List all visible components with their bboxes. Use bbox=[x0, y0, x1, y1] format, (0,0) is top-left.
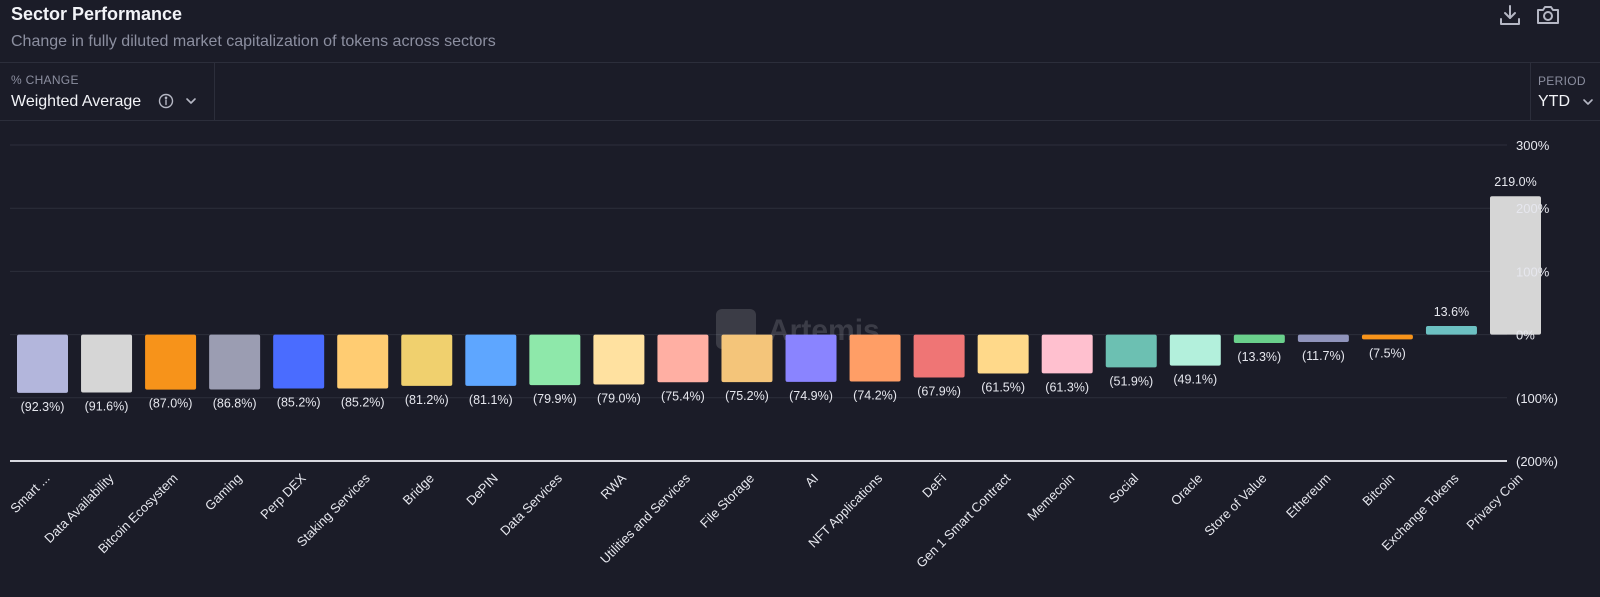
x-tick-label: Gaming bbox=[202, 471, 245, 514]
bar[interactable] bbox=[209, 334, 261, 390]
bar[interactable] bbox=[1361, 334, 1413, 340]
data-label: (85.2%) bbox=[277, 395, 321, 409]
download-icon[interactable] bbox=[1497, 2, 1523, 28]
x-tick-label: Perp DEX bbox=[257, 470, 309, 522]
y-tick-label: 100% bbox=[1516, 264, 1550, 279]
y-tick-label: (100%) bbox=[1516, 391, 1558, 406]
data-label: (61.5%) bbox=[981, 380, 1025, 394]
bar[interactable] bbox=[401, 334, 453, 386]
bar[interactable] bbox=[1041, 334, 1093, 374]
bar[interactable] bbox=[657, 334, 709, 383]
bar[interactable] bbox=[1297, 334, 1349, 342]
data-label: 219.0% bbox=[1494, 175, 1536, 189]
data-label: (11.7%) bbox=[1302, 349, 1345, 363]
data-label: (87.0%) bbox=[149, 397, 193, 411]
x-tick-label: Privacy Coin bbox=[1463, 471, 1525, 533]
x-tick-label: RWA bbox=[597, 470, 629, 502]
data-label: (86.8%) bbox=[213, 396, 257, 410]
x-tick-label: Bitcoin bbox=[1359, 471, 1397, 509]
bar[interactable] bbox=[81, 334, 133, 393]
bar[interactable] bbox=[17, 334, 68, 393]
bar[interactable] bbox=[465, 334, 517, 386]
camera-icon[interactable] bbox=[1535, 2, 1561, 28]
x-tick-label: Smart ... bbox=[7, 471, 52, 516]
x-tick-label: Oracle bbox=[1168, 471, 1206, 509]
bar[interactable] bbox=[785, 334, 837, 382]
data-label: (85.2%) bbox=[341, 395, 385, 409]
chart-header: Sector Performance Change in fully dilut… bbox=[0, 0, 1600, 63]
bar[interactable] bbox=[913, 334, 965, 378]
metric-label: % CHANGE bbox=[11, 73, 79, 87]
chevron-down-icon[interactable] bbox=[1581, 95, 1595, 114]
x-tick-label: Ethereum bbox=[1283, 471, 1333, 521]
bar[interactable] bbox=[977, 334, 1029, 374]
bar[interactable] bbox=[849, 334, 901, 382]
data-label: (81.1%) bbox=[469, 393, 513, 407]
page-title: Sector Performance bbox=[11, 4, 183, 24]
period-select[interactable]: PERIOD YTD bbox=[1530, 63, 1600, 120]
chevron-down-icon[interactable] bbox=[184, 94, 198, 113]
x-tick-label: DePIN bbox=[463, 471, 501, 509]
bar[interactable] bbox=[273, 334, 325, 389]
data-label: (51.9%) bbox=[1109, 374, 1153, 388]
data-label: (7.5%) bbox=[1369, 346, 1406, 360]
data-label: (74.9%) bbox=[789, 389, 833, 403]
data-label: (91.6%) bbox=[85, 399, 129, 413]
y-tick-label: 0% bbox=[1516, 328, 1535, 343]
x-tick-label: Data Services bbox=[497, 470, 565, 538]
data-label: (81.2%) bbox=[405, 393, 449, 407]
bar[interactable] bbox=[1169, 334, 1221, 366]
data-label: (92.3%) bbox=[21, 400, 65, 414]
y-tick-label: 200% bbox=[1516, 201, 1550, 216]
data-label: (75.2%) bbox=[725, 389, 769, 403]
bar[interactable] bbox=[1105, 334, 1157, 368]
bar[interactable] bbox=[721, 334, 773, 383]
page-subtitle: Change in fully diluted market capitaliz… bbox=[11, 33, 496, 50]
y-tick-label: 300% bbox=[1516, 138, 1550, 153]
x-tick-label: Store of Value bbox=[1201, 471, 1269, 539]
bar[interactable] bbox=[529, 334, 581, 386]
bar[interactable] bbox=[145, 334, 197, 390]
period-label: PERIOD bbox=[1538, 74, 1586, 88]
data-label: (61.3%) bbox=[1045, 380, 1089, 394]
data-label: 13.6% bbox=[1434, 305, 1469, 319]
bar[interactable] bbox=[1490, 196, 1541, 335]
bar[interactable] bbox=[337, 334, 389, 389]
data-label: (49.1%) bbox=[1173, 373, 1217, 387]
bar[interactable] bbox=[1233, 334, 1285, 344]
data-label: (13.3%) bbox=[1237, 350, 1281, 364]
period-value: YTD bbox=[1538, 93, 1570, 110]
x-tick-label: Social bbox=[1106, 470, 1142, 506]
x-tick-label: File Storage bbox=[697, 471, 757, 531]
data-label: (74.2%) bbox=[853, 388, 897, 402]
data-label: (67.9%) bbox=[917, 385, 961, 399]
data-label: (79.0%) bbox=[597, 392, 641, 406]
bar[interactable] bbox=[593, 334, 645, 385]
data-label: (75.4%) bbox=[661, 389, 705, 403]
data-label: (79.9%) bbox=[533, 392, 577, 406]
sector-bar-chart: Artemis (92.3%) (91.6%) (87.0%) (86.8%) (85.… bbox=[7, 138, 1558, 571]
x-tick-label: AI bbox=[802, 471, 821, 490]
info-icon[interactable] bbox=[158, 93, 174, 114]
metric-value: Weighted Average bbox=[11, 93, 142, 110]
metric-select[interactable]: % CHANGE Weighted Average bbox=[0, 63, 215, 120]
x-tick-label: Bridge bbox=[400, 471, 437, 508]
x-tick-label: DeFi bbox=[919, 470, 949, 500]
chart-controls: % CHANGE Weighted Average PERIOD YTD bbox=[0, 63, 1600, 121]
bar[interactable] bbox=[1425, 326, 1477, 335]
y-tick-label: (200%) bbox=[1516, 454, 1558, 469]
x-tick-label: Memecoin bbox=[1024, 471, 1077, 524]
